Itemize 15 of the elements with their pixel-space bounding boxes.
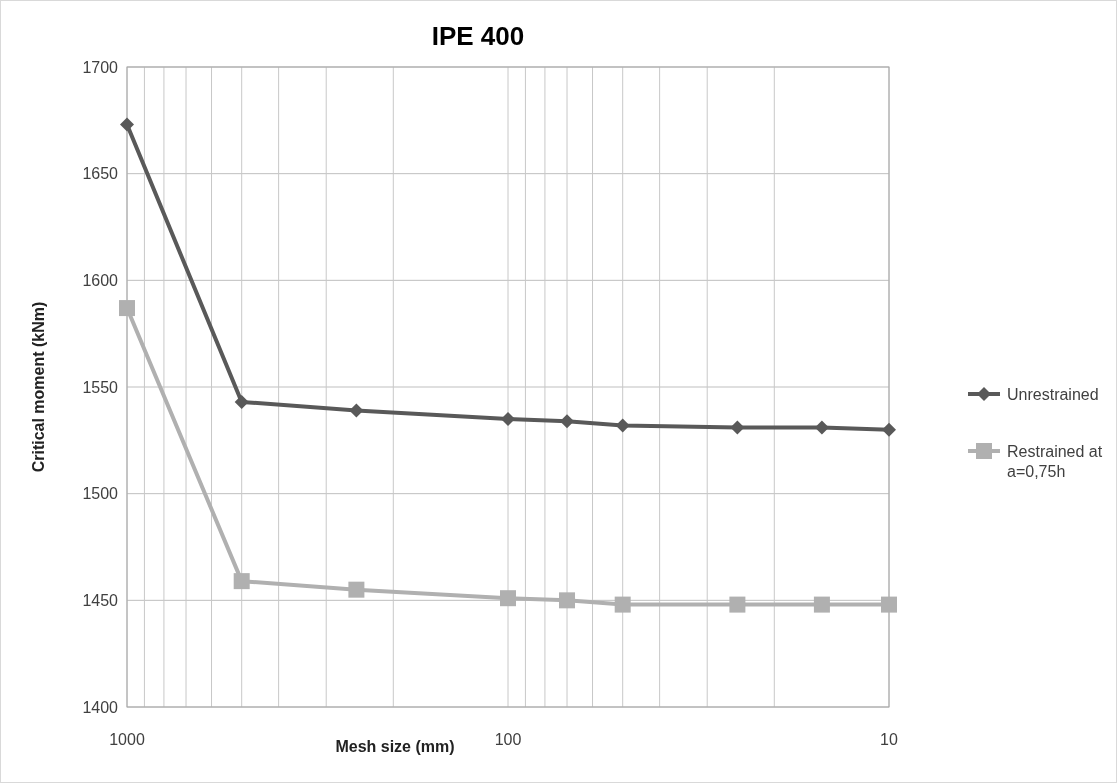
- y-tick-label: 1700: [82, 58, 119, 76]
- y-axis-title: Critical moment (kNm): [30, 301, 47, 473]
- legend-label: Unrestrained: [1007, 385, 1099, 403]
- y-tick-label: 1650: [82, 165, 119, 183]
- x-tick-label: 10: [880, 731, 898, 748]
- y-tick-label: 1500: [82, 485, 119, 503]
- y-tick-label: 1600: [82, 271, 119, 289]
- y-tick-label: 1400: [82, 698, 119, 716]
- y-tick-label: 1450: [82, 591, 119, 609]
- x-tick-label: 1000: [109, 731, 145, 748]
- x-tick-label: 100: [494, 731, 522, 748]
- legend-label: Restrained at a=0,75h: [1007, 442, 1103, 481]
- y-tick-label: 1550: [82, 378, 119, 396]
- chart-title: IPE 400: [431, 21, 525, 51]
- x-axis-title: Mesh size (mm): [335, 738, 455, 755]
